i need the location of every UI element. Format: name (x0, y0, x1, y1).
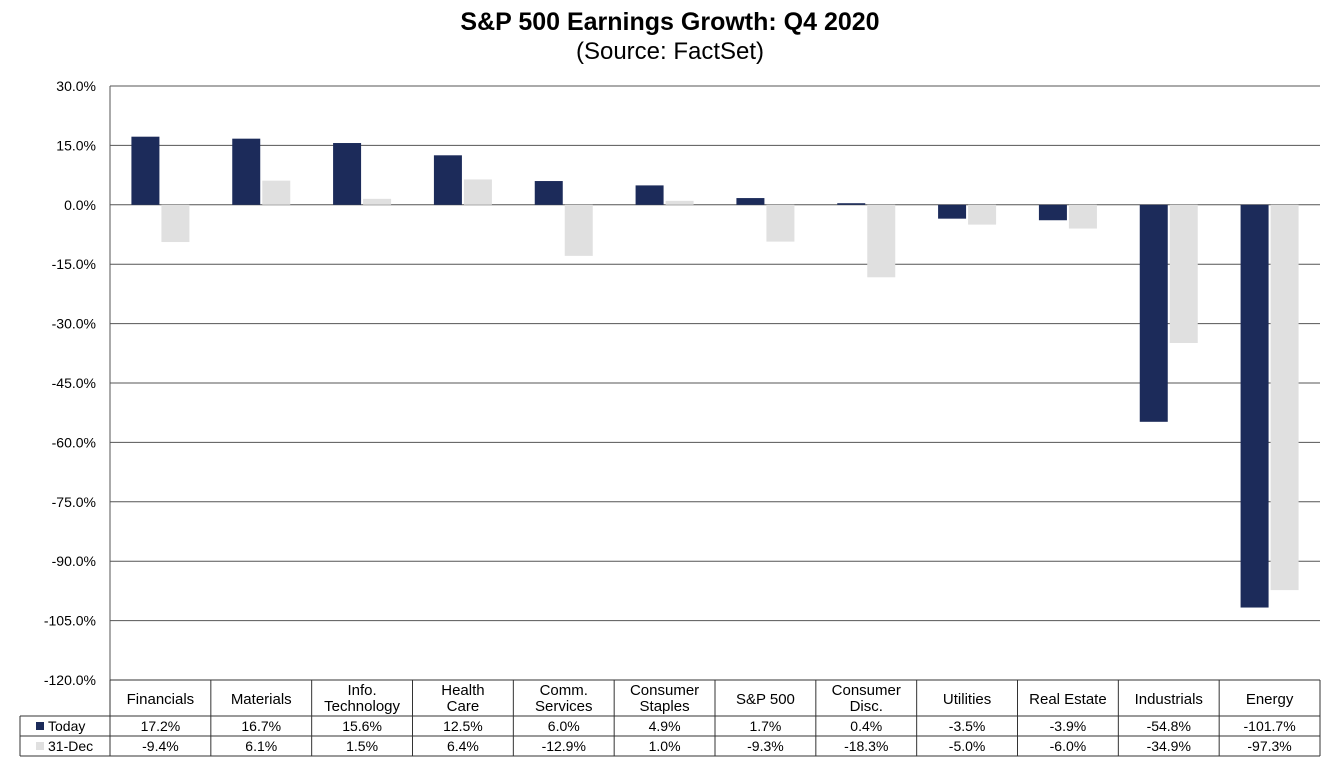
chart-title: S&P 500 Earnings Growth: Q4 2020 (460, 8, 880, 36)
bar-today (1139, 204, 1168, 422)
category-label: Comm. (540, 682, 588, 699)
data-label: -97.3% (1247, 738, 1291, 754)
y-tick-label: 15.0% (56, 137, 96, 153)
data-label: -54.8% (1147, 718, 1191, 734)
y-tick-label: -105.0% (44, 613, 96, 629)
y-tick-label: -75.0% (52, 494, 96, 510)
bar-today (333, 143, 362, 205)
category-label: Energy (1246, 691, 1294, 708)
category-label: Consumer (832, 682, 901, 699)
bar-today (736, 198, 765, 205)
category-label: Info. (347, 682, 376, 699)
bar-dec31 (1068, 204, 1097, 229)
data-label: 1.7% (749, 718, 781, 734)
bar-today (938, 204, 967, 219)
bar-today (534, 181, 563, 205)
y-tick-label: -15.0% (52, 256, 96, 272)
bar-today (1240, 204, 1269, 608)
category-label: Technology (324, 698, 400, 715)
category-label: Services (535, 698, 593, 715)
data-label: -9.4% (142, 738, 179, 754)
data-label: 6.4% (447, 738, 479, 754)
gridlines (110, 85, 1320, 622)
data-label: 17.2% (141, 718, 181, 734)
legend-swatch-today (36, 722, 44, 730)
data-label: -101.7% (1244, 718, 1296, 734)
y-tick-label: -90.0% (52, 553, 96, 569)
data-label: -3.5% (949, 718, 986, 734)
category-label: Real Estate (1029, 691, 1107, 708)
category-label: Staples (640, 698, 690, 715)
bar-dec31 (463, 179, 492, 205)
bar-today (232, 138, 261, 205)
data-table: Financials Materials Info.Technology Health… (19, 679, 1321, 757)
data-label: -34.9% (1147, 738, 1191, 754)
category-label: S&P 500 (736, 691, 795, 708)
category-label: Utilities (943, 691, 991, 708)
y-tick-label: -30.0% (52, 316, 96, 332)
data-label: -3.9% (1050, 718, 1087, 734)
legend-swatch-dec31 (36, 742, 44, 750)
bar-today (635, 185, 664, 205)
data-label: 1.5% (346, 738, 378, 754)
legend-label: Today (48, 718, 85, 734)
bar-dec31 (363, 198, 392, 205)
y-tick-label: -60.0% (52, 434, 96, 450)
data-label: -9.3% (747, 738, 784, 754)
data-label: -18.3% (844, 738, 888, 754)
data-label: 16.7% (241, 718, 281, 734)
bar-dec31 (665, 200, 694, 205)
bar-dec31 (1270, 204, 1299, 591)
bar-today (1038, 204, 1067, 221)
category-label: Disc. (850, 698, 883, 715)
chart-subtitle: (Source: FactSet) (575, 38, 765, 65)
data-label: 6.0% (548, 718, 580, 734)
category-label: Financials (127, 691, 195, 708)
bar-dec31 (564, 204, 593, 256)
y-tick-label: 0.0% (64, 197, 96, 213)
data-label: 4.9% (649, 718, 681, 734)
data-label: -5.0% (949, 738, 986, 754)
data-label: 12.5% (443, 718, 483, 734)
legend-label: 31-Dec (48, 738, 93, 754)
data-label: 0.4% (850, 718, 882, 734)
bar-today (131, 136, 160, 205)
y-tick-label: -120.0% (44, 672, 96, 688)
bar-dec31 (161, 204, 190, 243)
data-label: 1.0% (649, 738, 681, 754)
bar-dec31 (262, 180, 291, 205)
category-label: Health (441, 682, 484, 699)
y-tick-label: 30.0% (56, 78, 96, 94)
category-label: Industrials (1135, 691, 1203, 708)
bar-today (433, 155, 462, 205)
bar-dec31 (766, 204, 795, 242)
data-label: 15.6% (342, 718, 382, 734)
y-tick-label: -45.0% (52, 375, 96, 391)
category-label: Care (447, 698, 480, 715)
data-label: -6.0% (1050, 738, 1087, 754)
bar-dec31 (867, 204, 896, 278)
bar-today (837, 203, 866, 205)
bars (131, 136, 1299, 608)
category-label: Consumer (630, 682, 699, 699)
category-label: Materials (231, 691, 292, 708)
data-label: -12.9% (542, 738, 586, 754)
data-label: 6.1% (245, 738, 277, 754)
bar-dec31 (968, 204, 997, 225)
bar-dec31 (1169, 204, 1198, 344)
axes: 30.0% 15.0% 0.0% -15.0% -30.0% -45.0% -60.0% -7… (44, 78, 111, 688)
